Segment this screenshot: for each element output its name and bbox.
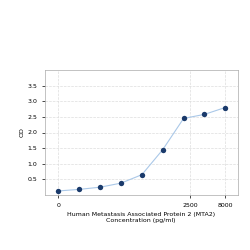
Y-axis label: OD: OD xyxy=(20,128,25,138)
X-axis label: Human Metastasis Associated Protein 2 (MTA2)
Concentration (pg/ml): Human Metastasis Associated Protein 2 (M… xyxy=(67,212,215,222)
Point xyxy=(140,173,144,177)
Point xyxy=(182,116,186,120)
Point xyxy=(223,106,227,110)
Point xyxy=(119,181,123,185)
Point xyxy=(98,185,102,189)
Point xyxy=(161,148,165,152)
Point xyxy=(77,188,81,192)
Point xyxy=(202,112,206,116)
Point xyxy=(56,189,60,193)
